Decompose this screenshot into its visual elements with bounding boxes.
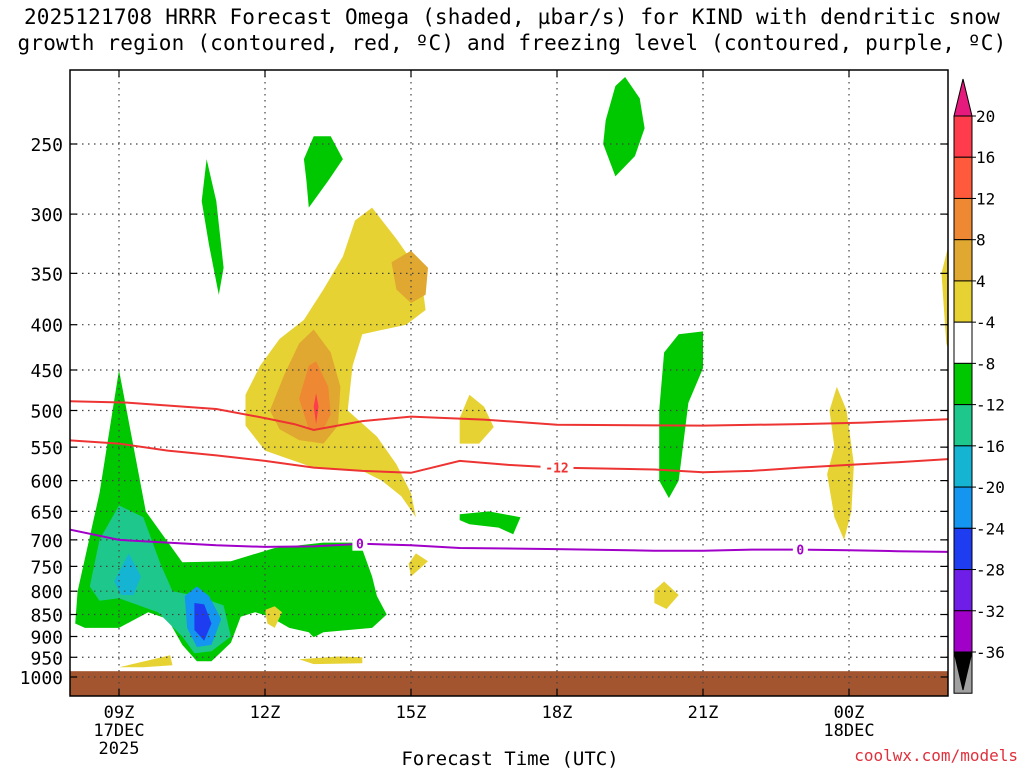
omega-region-5 bbox=[201, 159, 224, 295]
omega-region-16 bbox=[827, 386, 854, 540]
credit-link[interactable]: coolwx.com/models bbox=[854, 746, 1018, 765]
x-axis-label: Forecast Time (UTC) bbox=[401, 748, 618, 768]
colorbar-legend: 20 16 12 8 4 -4 -8 -12 -16 -20 -24 -28 -32 -36 bbox=[953, 78, 1005, 694]
y-tick-label: 800 bbox=[30, 582, 63, 603]
x-tick-label: 18Z bbox=[542, 703, 573, 723]
colorbar-swatch-5 bbox=[953, 321, 973, 364]
y-tick-label: 900 bbox=[30, 627, 63, 648]
omega-region-10 bbox=[245, 207, 426, 518]
colorbar-swatch-9 bbox=[953, 486, 973, 529]
y-tick-label: 350 bbox=[30, 264, 63, 285]
contour-label-bg bbox=[352, 536, 368, 551]
colorbar-label: 12 bbox=[976, 189, 995, 208]
omega-region-17 bbox=[408, 553, 428, 577]
omega-region-7 bbox=[603, 77, 645, 177]
plot-frame bbox=[69, 69, 949, 697]
y-tick-label: 600 bbox=[30, 472, 63, 493]
colorbar-swatch-8 bbox=[953, 445, 973, 488]
omega-region-9 bbox=[459, 511, 521, 535]
contour-label: -12 bbox=[545, 462, 568, 477]
colorbar-label: 16 bbox=[976, 148, 995, 167]
colorbar-label: 8 bbox=[976, 231, 986, 250]
omega-region-2 bbox=[114, 553, 141, 595]
colorbar-swatch-3 bbox=[953, 239, 973, 282]
contour-lines: -12 0 0 bbox=[70, 400, 948, 559]
omega-region-6 bbox=[303, 136, 343, 208]
contour-label-bg bbox=[540, 460, 574, 475]
omega-region-4 bbox=[194, 603, 212, 641]
contour-label-bg bbox=[792, 542, 808, 557]
colorbar-swatch-10 bbox=[953, 527, 973, 571]
title-line-1: 2025121708 HRRR Forecast Omega (shaded, … bbox=[23, 5, 1001, 29]
colorbar-label: -16 bbox=[976, 437, 1005, 456]
contour-label: 0 bbox=[356, 538, 364, 553]
omega-region-18 bbox=[654, 581, 679, 609]
colorbar-label: -12 bbox=[976, 396, 1005, 415]
colorbar-swatch-6 bbox=[953, 362, 973, 406]
chart-title: 2025121708 HRRR Forecast Omega (shaded, … bbox=[0, 4, 1024, 56]
y-tick-label: 250 bbox=[30, 135, 63, 156]
colorbar-label: 4 bbox=[976, 272, 986, 291]
grid-lines bbox=[70, 70, 948, 696]
x-tick-label: 15Z bbox=[396, 703, 427, 723]
omega-region-13 bbox=[313, 393, 319, 425]
omega-region-12 bbox=[299, 361, 331, 430]
x-tick-label: 00Z bbox=[834, 703, 865, 723]
y-tick-label: 450 bbox=[30, 361, 63, 382]
omega-region-22 bbox=[941, 246, 948, 349]
omega-region-14 bbox=[391, 250, 428, 303]
omega-region-19 bbox=[265, 606, 282, 628]
y-tick-label: 950 bbox=[30, 648, 63, 669]
colorbar-label: -20 bbox=[976, 478, 1005, 497]
colorbar-bottom-arrow bbox=[953, 651, 973, 691]
y-tick-label: 500 bbox=[30, 402, 63, 423]
colorbar-top-arrow bbox=[953, 78, 973, 117]
y-tick-label: 1000 bbox=[20, 668, 63, 689]
colorbar-label: -8 bbox=[976, 354, 995, 373]
x-tick-sublabel: 17DEC bbox=[93, 721, 144, 741]
ground-surface bbox=[70, 671, 948, 696]
contour-line-2 bbox=[70, 528, 948, 553]
colorbar-label: -24 bbox=[976, 519, 1005, 538]
colorbar-swatch-11 bbox=[953, 569, 973, 612]
colorbar-swatch-12 bbox=[953, 610, 973, 653]
y-tick-label: 550 bbox=[30, 438, 63, 459]
x-tick-label: 12Z bbox=[250, 703, 281, 723]
omega-region-20 bbox=[119, 655, 173, 668]
title-line-2: growth region (contoured, red, ºC) and f… bbox=[17, 31, 1007, 55]
colorbar-label: -28 bbox=[976, 561, 1005, 580]
colorbar-swatch-2 bbox=[953, 197, 973, 241]
x-tick-label: 09Z bbox=[104, 703, 135, 723]
colorbar-label: 20 bbox=[976, 107, 995, 126]
y-axis: 2503003504004505005506006507007508008509… bbox=[20, 135, 948, 689]
y-tick-label: 750 bbox=[30, 557, 63, 578]
contour-line-1 bbox=[70, 439, 948, 474]
y-tick-label: 850 bbox=[30, 606, 63, 627]
colorbar-swatch-0 bbox=[953, 115, 973, 158]
omega-shading bbox=[75, 77, 948, 668]
x-tick-sublabel-year: 2025 bbox=[99, 739, 140, 759]
y-tick-label: 300 bbox=[30, 205, 63, 226]
omega-region-8 bbox=[659, 331, 703, 499]
colorbar-label: -36 bbox=[976, 643, 1005, 662]
contour-line-0 bbox=[70, 400, 948, 432]
y-tick-label: 400 bbox=[30, 316, 63, 337]
x-tick-sublabel: 18DEC bbox=[823, 721, 874, 741]
omega-region-21 bbox=[299, 656, 363, 665]
colorbar-swatch-4 bbox=[953, 280, 973, 323]
y-tick-label: 700 bbox=[30, 531, 63, 552]
x-tick-label: 21Z bbox=[688, 703, 719, 723]
colorbar-swatch-7 bbox=[953, 404, 973, 447]
contour-label: 0 bbox=[796, 544, 804, 559]
y-tick-label: 650 bbox=[30, 502, 63, 523]
colorbar-label: -4 bbox=[976, 313, 995, 332]
colorbar-label: -32 bbox=[976, 602, 1005, 621]
colorbar-swatch-1 bbox=[953, 156, 973, 199]
